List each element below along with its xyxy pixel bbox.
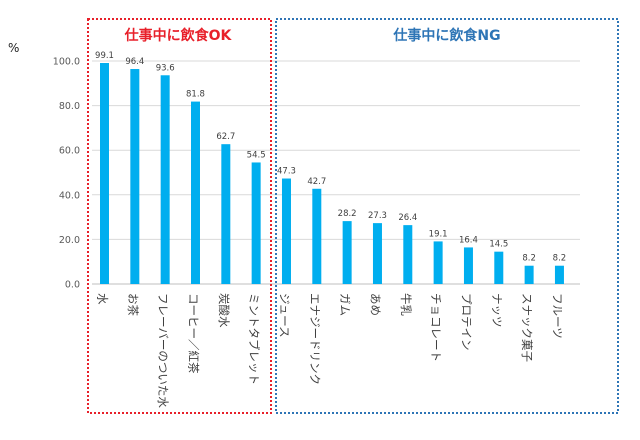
data-label-10: 27.3: [368, 211, 387, 221]
group-title-1: 仕事中に飲食OK: [124, 27, 233, 44]
data-label-1: 99.1: [95, 51, 114, 61]
data-label-16: 8.2: [553, 254, 567, 264]
bar-10: [372, 223, 382, 284]
data-label-6: 54.5: [247, 150, 266, 160]
group-title-2: 仕事中に飲食NG: [392, 27, 500, 44]
bar-15: [524, 265, 534, 284]
data-label-2: 96.4: [125, 57, 144, 67]
y-tick-label: 40.0: [59, 190, 80, 201]
category-label-8: エナジードリンク: [308, 293, 322, 385]
category-label-13: プロテイン: [459, 293, 473, 350]
gridlines: [92, 60, 580, 285]
bar-9: [342, 221, 352, 284]
bar-16: [554, 265, 564, 284]
bar-12: [433, 241, 443, 284]
bar-13: [463, 247, 473, 284]
bar-11: [403, 225, 413, 284]
category-label-12: チョコレート: [429, 293, 443, 362]
category-label-9: ガム: [338, 293, 352, 316]
data-label-8: 42.7: [307, 177, 326, 187]
group-box-2: [275, 18, 619, 414]
y-tick-label: 80.0: [59, 101, 80, 112]
y-axis-unit-label: %: [8, 41, 19, 55]
bars: [100, 63, 564, 284]
bar-4: [190, 101, 200, 284]
data-label-4: 81.8: [186, 90, 205, 100]
data-label-15: 8.2: [522, 254, 536, 264]
y-tick-label: 60.0: [59, 146, 80, 157]
bar-7: [281, 178, 291, 284]
data-label-7: 47.3: [277, 167, 296, 177]
bar-2: [130, 69, 140, 284]
data-label-5: 62.7: [216, 132, 235, 142]
bar-1: [100, 63, 109, 284]
category-label-3: フレーバーのついた水: [156, 293, 170, 408]
bar-3: [160, 75, 170, 284]
labels: 0.0 20.0 40.0 60.0 80.0 100.0 仕事中に飲食OK 仕事中に飲食NG…: [53, 27, 566, 408]
category-label-6: ミントタブレット: [247, 293, 261, 385]
category-label-15: スナック菓子: [520, 293, 534, 362]
bar-8: [312, 188, 322, 284]
y-tick-label: 20.0: [59, 235, 80, 246]
data-label-9: 28.2: [338, 209, 357, 219]
group-box-1: [87, 18, 272, 414]
category-label-7: ジュース: [277, 293, 291, 338]
category-label-14: ナッツ: [490, 293, 504, 328]
bar-5: [221, 144, 231, 284]
group-boxes: [87, 18, 619, 414]
category-label-1: 水: [96, 293, 110, 305]
data-label-13: 16.4: [459, 235, 478, 245]
category-label-16: フルーツ: [550, 293, 564, 339]
bar-14: [494, 251, 504, 284]
bar-6: [251, 162, 261, 284]
category-label-11: 牛乳: [399, 293, 413, 316]
category-label-5: 炭酸水: [217, 293, 231, 328]
category-label-4: コーヒー／紅茶: [186, 293, 200, 374]
data-label-12: 19.1: [429, 229, 448, 239]
category-label-2: お茶: [126, 293, 140, 316]
data-label-14: 14.5: [489, 240, 508, 250]
category-label-10: あめ: [368, 293, 382, 316]
y-tick-label: 0.0: [65, 280, 80, 291]
data-label-11: 26.4: [398, 213, 417, 223]
y-tick-label: 100.0: [53, 57, 80, 68]
data-label-3: 93.6: [156, 63, 175, 73]
